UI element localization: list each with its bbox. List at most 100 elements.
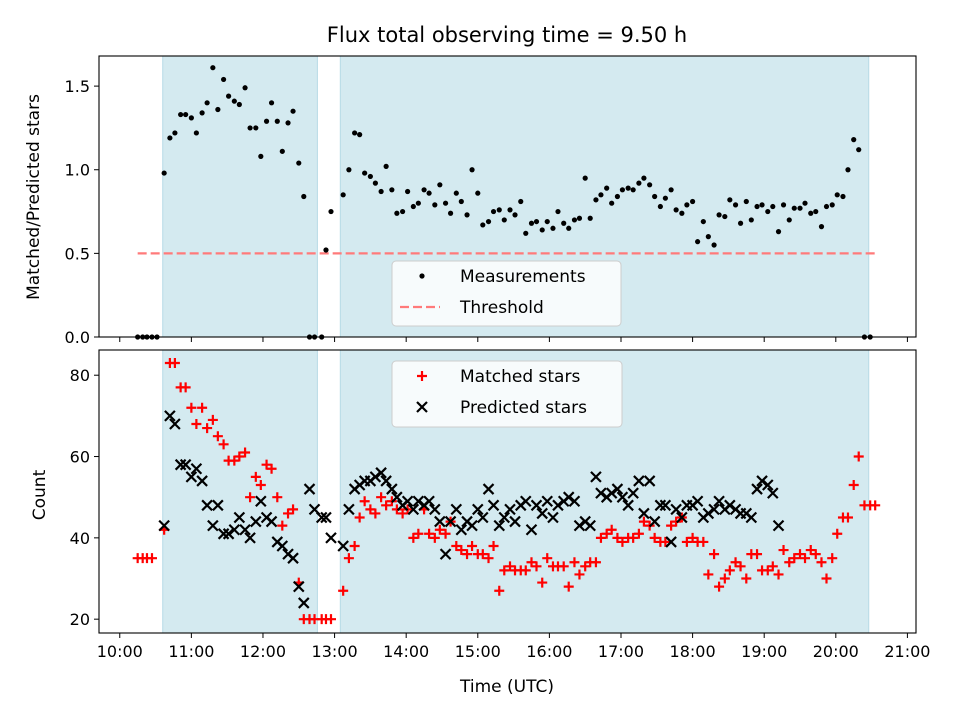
measurement-point [533, 218, 540, 225]
predicted-stars-point [250, 515, 262, 528]
matched-stars-point [784, 557, 795, 568]
matched-stars-point [354, 512, 365, 523]
matched-stars-point [467, 540, 478, 551]
measurement-point [447, 210, 454, 216]
predicted-stars-point [369, 471, 382, 483]
predicted-stars-point [450, 503, 463, 516]
matched-stars-point [343, 553, 354, 564]
matched-stars-point [229, 455, 240, 466]
predicted-stars-point [201, 499, 213, 512]
predicted-stars-point [265, 515, 278, 528]
measurement-point [722, 213, 728, 220]
matched-stars-point [827, 553, 838, 564]
predicted-stars-point [648, 515, 661, 528]
measurement-point [421, 187, 427, 193]
matched-stars-point [870, 500, 881, 511]
matched-stars-point [240, 447, 251, 458]
predicted-stars-point [713, 495, 725, 508]
matched-stars-point [266, 463, 277, 474]
measurement-point [426, 190, 432, 196]
measurement-point [183, 111, 189, 118]
matched-stars-point [397, 508, 408, 519]
matched-stars-point [842, 512, 853, 523]
x-tick-label: 13:00 [312, 642, 358, 661]
matched-stars-point [703, 569, 714, 580]
matched-stars-point [338, 585, 349, 596]
measurement-point [372, 180, 378, 186]
matched-stars-point [795, 549, 806, 560]
predicted-stars-point [590, 471, 602, 483]
measurement-point [539, 227, 545, 233]
top-axes-frame [98, 55, 917, 338]
matched-stars-point [773, 569, 784, 580]
matched-stars-point [218, 439, 229, 450]
matched-stars-point [202, 423, 213, 434]
x-tick-label: 19:00 [741, 642, 787, 661]
matched-stars-point [169, 358, 180, 369]
x-tick-label: 10:00 [97, 642, 143, 661]
predicted-stars-point [762, 479, 774, 491]
matched-stars-point [451, 540, 462, 551]
x-tick-label: 11:00 [168, 642, 214, 661]
matched-stars-point [381, 500, 392, 511]
x-axis-label: Time (UTC) [459, 677, 554, 697]
predicted-stars-point [423, 495, 435, 508]
measurement-point [415, 200, 421, 206]
predicted-stars-point [255, 495, 267, 508]
matched-stars-point [730, 557, 741, 568]
measurement-point [437, 182, 443, 188]
measurement-point [161, 170, 167, 176]
matched-stars-point [558, 561, 569, 572]
matched-stars-point [191, 419, 202, 430]
matched-stars-point [424, 528, 435, 539]
measurements-legend-marker [419, 273, 425, 279]
predicted-stars-point [670, 503, 682, 516]
matched-stars-point [494, 585, 505, 596]
predicted-stars-point [498, 511, 511, 524]
measurement-point [296, 160, 302, 166]
predicted-stars-point [158, 519, 170, 532]
measurement-point [561, 220, 567, 226]
measurement-point [528, 220, 535, 226]
matched-stars-point [805, 545, 816, 556]
measurement-point [453, 190, 459, 196]
predicted-stars-point [466, 519, 478, 532]
predicted-stars-point [530, 499, 543, 512]
measurement-point [285, 120, 291, 126]
predicted-stars-point [568, 495, 581, 508]
measurement-point [641, 175, 647, 181]
predicted-stars-point [472, 503, 484, 516]
matched-stars-point [563, 581, 574, 592]
measurement-point [544, 218, 550, 225]
bottom-y-tick-label: 60 [70, 448, 90, 467]
predicted-stars-point [676, 511, 688, 524]
measurement-point [840, 193, 846, 200]
measurement-point [323, 247, 329, 253]
matched-stars-point [272, 492, 283, 503]
measurement-point [480, 222, 486, 228]
predicted-stars-point [633, 475, 645, 487]
top-legend-frame [391, 260, 622, 327]
predicted-stars-point [287, 552, 299, 564]
measurement-point [780, 202, 787, 208]
predicted-stars-point [536, 507, 549, 520]
measurement-point [220, 76, 227, 83]
matched-stars-point [848, 479, 859, 490]
measurement-point [253, 125, 259, 131]
matched-stars-point [434, 524, 445, 535]
measurement-point [226, 93, 232, 99]
measurement-point [301, 193, 307, 200]
matched-stars-point [180, 382, 191, 393]
matched-stars-point [735, 561, 746, 572]
measurement-point [247, 125, 253, 131]
measurement-point [823, 203, 830, 210]
matched-stars-point [520, 565, 531, 576]
measurement-point [475, 190, 481, 196]
matched-stars-point [488, 540, 499, 551]
matched-stars-point [810, 549, 821, 560]
measurement-point [851, 137, 857, 143]
bottom-legend-frame [391, 360, 623, 428]
matched-stars-point [724, 565, 735, 576]
matched-stars-point [709, 549, 720, 560]
matched-stars-point [440, 528, 451, 539]
